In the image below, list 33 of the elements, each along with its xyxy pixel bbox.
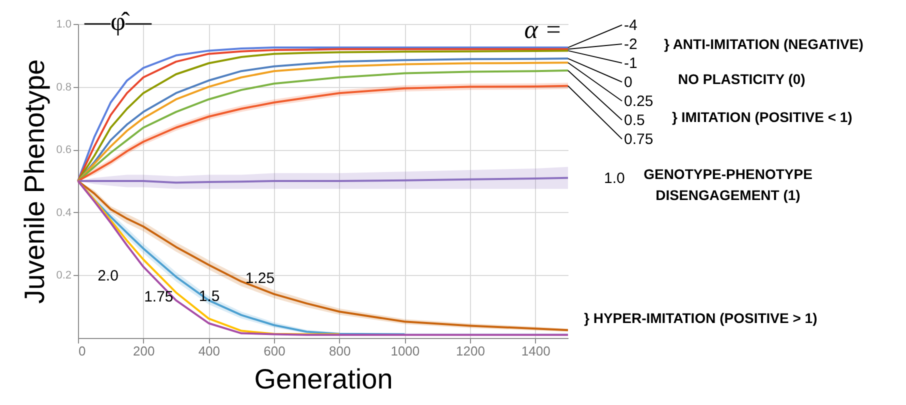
x-tick-label: 800 <box>328 344 351 358</box>
series-label: 2.0 <box>98 267 118 284</box>
text: } IMITATION (POSITIVE < 1) <box>672 109 852 125</box>
text: GENOTYPE-PHENOTYPE DISENGAGEMENT (1) <box>644 166 812 203</box>
text: -4 <box>624 17 638 34</box>
x-tick-label: 1400 <box>521 344 550 358</box>
x-tick-label: 1000 <box>390 344 420 358</box>
series-label: 1.75 <box>144 288 174 306</box>
y-tick-label: 0.8 <box>56 81 72 94</box>
x-tick-label: 400 <box>198 344 220 358</box>
x-axis-title: Generation <box>254 364 393 394</box>
series-label: 1.25 <box>245 270 275 288</box>
x-tick-label: 200 <box>132 344 155 358</box>
text: 0 <box>624 74 632 91</box>
text: 0.25 <box>624 93 654 110</box>
text: -2 <box>624 36 638 53</box>
x-tick-label: 600 <box>264 344 286 358</box>
text: } HYPER-IMITATION (POSITIVE > 1) <box>584 310 818 326</box>
text: -1 <box>624 55 638 72</box>
y-tick-label: 0.2 <box>56 270 72 282</box>
x-tick-label: 0 <box>78 344 86 358</box>
legend-title: α = <box>524 15 562 44</box>
text: NO PLASTICITY (0) <box>678 71 806 87</box>
y-tick-label: 0.6 <box>56 144 72 156</box>
y-tick-label: 1.0 <box>56 18 72 30</box>
text: 1.0 <box>604 170 625 187</box>
x-tick-label: 1200 <box>456 344 485 358</box>
text: 0.5 <box>624 112 645 129</box>
y-axis-title: Juvenile Phenotype <box>19 59 50 304</box>
text: } ANTI-IMITATION (NEGATIVE) <box>664 36 864 52</box>
annotation: —φ̂— <box>83 7 152 36</box>
y-tick-label: 0.4 <box>56 206 72 219</box>
text: 0.75 <box>624 131 654 148</box>
